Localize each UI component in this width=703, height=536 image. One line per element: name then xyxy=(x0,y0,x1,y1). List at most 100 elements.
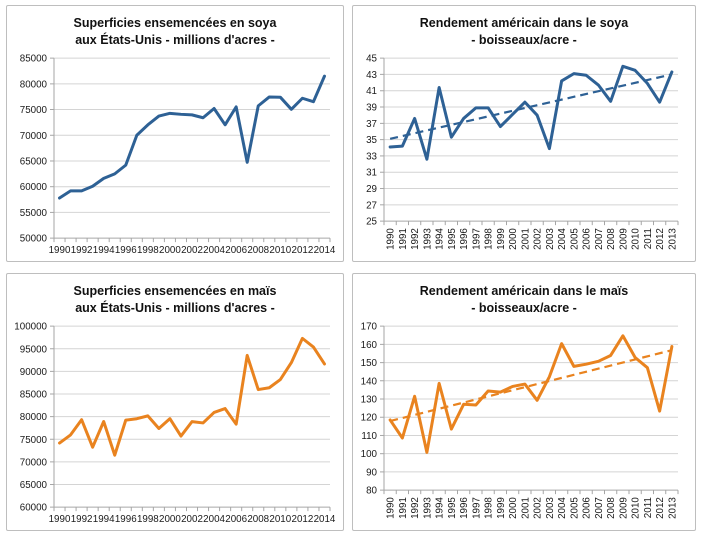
chart-title-soy-yield: Rendement américain dans le soya - boiss… xyxy=(353,6,695,49)
svg-text:1997: 1997 xyxy=(471,497,482,519)
svg-text:70000: 70000 xyxy=(20,131,48,142)
svg-text:1995: 1995 xyxy=(447,227,458,249)
svg-text:2010: 2010 xyxy=(631,227,642,249)
svg-text:75000: 75000 xyxy=(20,435,48,446)
svg-text:75000: 75000 xyxy=(20,105,48,116)
svg-text:2000: 2000 xyxy=(508,227,519,249)
chart-title-line2: - boisseaux/acre - xyxy=(471,300,577,315)
svg-text:1996: 1996 xyxy=(459,227,470,249)
chart-panel-soy-area: Superficies ensemencées en soya aux État… xyxy=(6,5,344,262)
svg-text:2006: 2006 xyxy=(582,227,593,249)
svg-text:1994: 1994 xyxy=(93,245,115,256)
chart-title-line1: Rendement américain dans le maïs xyxy=(419,284,629,298)
svg-text:2008: 2008 xyxy=(606,227,617,249)
chart-panel-corn-area: Superficies ensemencées en maïs aux État… xyxy=(6,273,344,531)
svg-text:2009: 2009 xyxy=(618,497,629,519)
svg-text:2002: 2002 xyxy=(181,514,203,525)
svg-text:160: 160 xyxy=(361,340,378,351)
chart-title-corn-area: Superficies ensemencées en maïs aux État… xyxy=(7,274,343,317)
chart-title-corn-yield: Rendement américain dans le maïs - boiss… xyxy=(353,274,695,317)
svg-text:100000: 100000 xyxy=(14,321,47,332)
svg-text:2007: 2007 xyxy=(594,228,605,250)
svg-text:2012: 2012 xyxy=(292,514,314,525)
svg-text:2012: 2012 xyxy=(655,497,666,519)
svg-text:2006: 2006 xyxy=(582,496,593,518)
svg-text:2008: 2008 xyxy=(247,514,269,525)
svg-text:1992: 1992 xyxy=(71,245,93,256)
svg-text:1993: 1993 xyxy=(422,227,433,249)
svg-text:80000: 80000 xyxy=(20,79,48,90)
svg-text:2011: 2011 xyxy=(643,497,654,518)
svg-text:1998: 1998 xyxy=(137,245,159,256)
svg-text:27: 27 xyxy=(366,200,377,211)
svg-text:2011: 2011 xyxy=(643,228,654,249)
svg-text:95000: 95000 xyxy=(20,344,48,355)
svg-text:100: 100 xyxy=(361,449,378,460)
svg-text:1994: 1994 xyxy=(435,227,446,249)
chart-area-corn-area: 60000 65000 70000 75000 80000 85000 90000 95000… xyxy=(7,317,343,530)
svg-text:1996: 1996 xyxy=(115,245,137,256)
svg-text:120: 120 xyxy=(361,412,378,423)
chart-title-soy-area: Superficies ensemencées en soya aux État… xyxy=(7,6,343,49)
svg-text:2003: 2003 xyxy=(545,227,556,249)
svg-text:25: 25 xyxy=(366,216,377,227)
svg-text:2002: 2002 xyxy=(181,245,203,256)
svg-text:2010: 2010 xyxy=(631,496,642,518)
corn-yield-line-chart: 80 90 100 110 120 130 140 150 160 170 1990 1991 1992… xyxy=(361,321,679,519)
svg-text:2013: 2013 xyxy=(667,227,678,249)
svg-text:1992: 1992 xyxy=(410,228,421,250)
chart-title-line2: aux États-Unis - millions d'acres - xyxy=(75,32,275,47)
chart-panel-soy-yield: Rendement américain dans le soya - boiss… xyxy=(352,5,696,262)
svg-text:1994: 1994 xyxy=(435,496,446,518)
svg-text:150: 150 xyxy=(361,358,378,369)
svg-text:1998: 1998 xyxy=(484,496,495,518)
soy-area-line-chart: 50000 55000 60000 65000 70000 75000 80000 85000… xyxy=(20,53,336,256)
svg-text:45: 45 xyxy=(366,53,377,64)
svg-text:130: 130 xyxy=(361,394,378,405)
svg-text:1991: 1991 xyxy=(398,228,409,250)
svg-text:2002: 2002 xyxy=(533,228,544,250)
svg-text:2006: 2006 xyxy=(225,514,247,525)
svg-text:2000: 2000 xyxy=(508,496,519,518)
svg-text:1991: 1991 xyxy=(398,497,409,519)
svg-text:140: 140 xyxy=(361,376,378,387)
svg-text:2014: 2014 xyxy=(314,514,336,525)
chart-title-line1: Superficies ensemencées en soya xyxy=(73,16,277,30)
svg-text:2004: 2004 xyxy=(203,245,225,256)
chart-area-corn-yield: 80 90 100 110 120 130 140 150 160 170 1990 1991 1992… xyxy=(353,317,695,530)
svg-text:2012: 2012 xyxy=(292,245,314,256)
svg-text:43: 43 xyxy=(366,70,377,81)
chart-title-line1: Rendement américain dans le soya xyxy=(419,16,629,30)
svg-text:90: 90 xyxy=(366,467,377,478)
svg-text:2001: 2001 xyxy=(520,497,531,519)
svg-text:2004: 2004 xyxy=(203,514,225,525)
svg-text:2002: 2002 xyxy=(533,497,544,519)
svg-text:80: 80 xyxy=(366,485,377,496)
svg-text:41: 41 xyxy=(366,86,377,97)
svg-text:2007: 2007 xyxy=(594,497,605,519)
svg-text:1998: 1998 xyxy=(137,514,159,525)
svg-text:1990: 1990 xyxy=(49,245,71,256)
svg-text:2013: 2013 xyxy=(667,496,678,518)
svg-text:2012: 2012 xyxy=(655,228,666,250)
svg-text:60000: 60000 xyxy=(20,502,48,513)
svg-text:1994: 1994 xyxy=(93,514,115,525)
svg-text:70000: 70000 xyxy=(20,457,48,468)
svg-text:33: 33 xyxy=(366,151,377,162)
svg-text:2003: 2003 xyxy=(545,496,556,518)
svg-text:2009: 2009 xyxy=(618,228,629,250)
svg-text:170: 170 xyxy=(361,321,378,332)
svg-text:90000: 90000 xyxy=(20,367,48,378)
chart-title-line1: Superficies ensemencées en maïs xyxy=(73,284,277,298)
svg-text:1993: 1993 xyxy=(422,496,433,518)
svg-text:65000: 65000 xyxy=(20,480,48,491)
svg-text:2014: 2014 xyxy=(314,245,336,256)
svg-text:2006: 2006 xyxy=(225,245,247,256)
chart-title-line2: - boisseaux/acre - xyxy=(471,32,577,47)
svg-text:2000: 2000 xyxy=(159,514,181,525)
svg-text:2000: 2000 xyxy=(159,245,181,256)
svg-text:2005: 2005 xyxy=(569,496,580,518)
svg-text:60000: 60000 xyxy=(20,182,48,193)
svg-text:85000: 85000 xyxy=(20,53,48,64)
